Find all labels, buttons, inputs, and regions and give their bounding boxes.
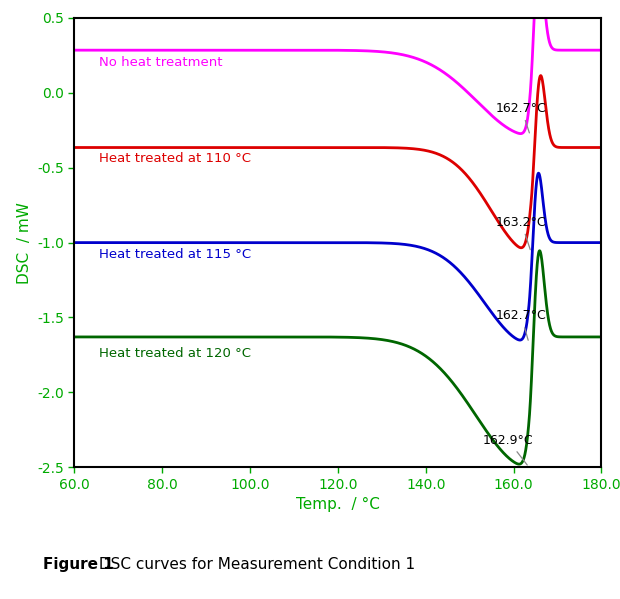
Text: 163.2°C: 163.2°C [496,216,547,250]
Text: 162.9°C: 162.9°C [483,434,533,465]
Text: Figure 1: Figure 1 [43,557,114,572]
Text: Heat treated at 115 °C: Heat treated at 115 °C [99,248,250,261]
X-axis label: Temp.  / °C: Temp. / °C [296,497,380,512]
Text: No heat treatment: No heat treatment [99,56,222,69]
Text: 162.7°C: 162.7°C [496,102,547,133]
Text: Heat treated at 110 °C: Heat treated at 110 °C [99,152,250,165]
Text: DSC curves for Measurement Condition 1: DSC curves for Measurement Condition 1 [94,557,415,572]
Y-axis label: DSC  / mW: DSC / mW [17,202,32,283]
Text: Heat treated at 120 °C: Heat treated at 120 °C [99,347,250,360]
Text: 162.7°C: 162.7°C [496,310,547,340]
